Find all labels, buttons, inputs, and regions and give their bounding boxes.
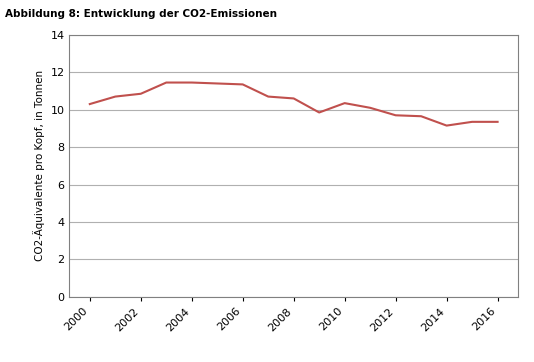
Text: Abbildung 8: Entwicklung der CO2-Emissionen: Abbildung 8: Entwicklung der CO2-Emissio… [5,9,277,19]
Y-axis label: CO2-Äquivalente pro Kopf, in Tonnen: CO2-Äquivalente pro Kopf, in Tonnen [33,70,45,261]
